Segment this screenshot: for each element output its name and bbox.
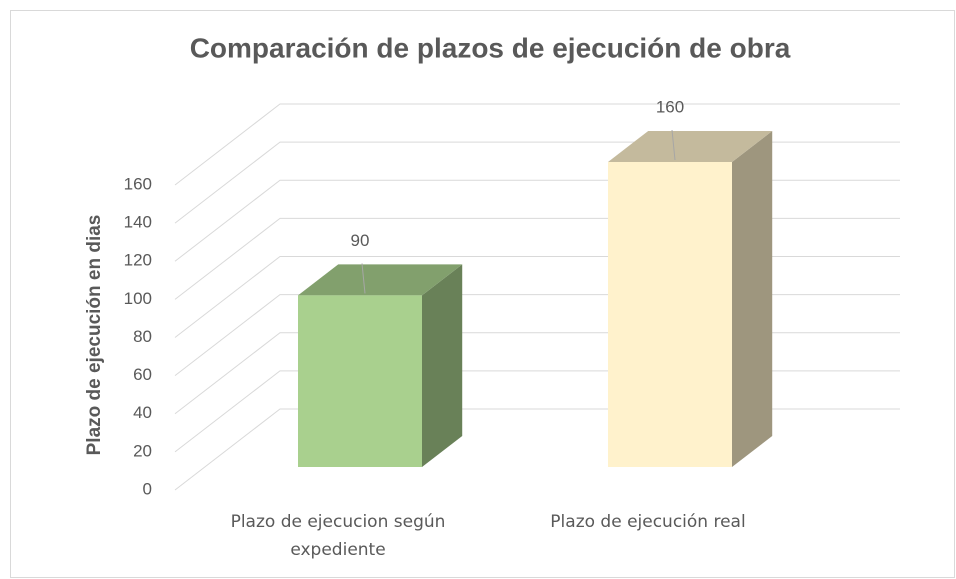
y-tick-label: 60 [133,365,152,384]
leader-line [361,263,366,294]
grid-line [174,332,900,415]
y-tick-label: 160 [124,174,152,193]
grid-line [174,103,900,186]
x-tick-label: Plazo de ejecución real [550,512,746,532]
grid-line [174,217,900,300]
bar [608,161,732,467]
data-label: 160 [656,97,684,116]
y-axis-title: Plazo de ejecución en dias [84,215,105,456]
x-tick-label: Plazo de ejecucion según expediente [230,512,446,560]
y-tick-label: 20 [133,441,152,460]
grid-line [174,179,900,262]
bar-top [298,264,463,296]
grid-line [174,370,900,453]
chart-border [10,10,955,578]
grid-line [174,256,900,338]
y-tick-label: 140 [124,213,152,232]
y-tick-label: 80 [133,327,152,346]
y-tick-label: 100 [124,289,152,308]
chart-title: Comparación de plazos de ejecución de ob… [190,32,791,63]
bar-side [732,130,773,467]
bar-top [608,130,773,162]
grid-line [174,408,900,491]
grid-line [174,141,900,224]
y-tick-label: 40 [133,403,152,422]
bar [298,295,422,467]
y-tick-label: 0 [143,479,152,498]
data-label: 90 [351,231,370,250]
grid-line [174,294,900,377]
bar-side [422,264,463,467]
leader-line [671,129,676,161]
y-tick-label: 120 [124,251,152,270]
